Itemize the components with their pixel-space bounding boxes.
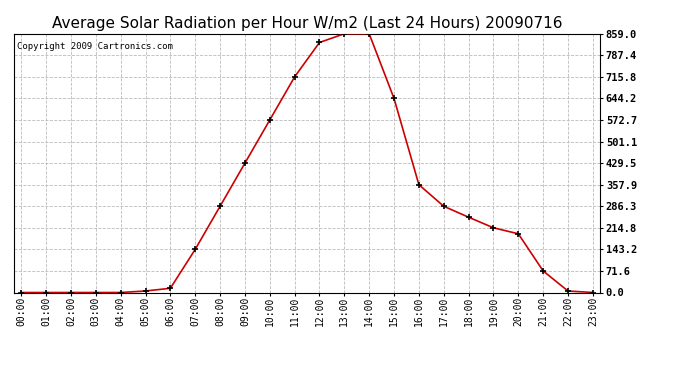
Title: Average Solar Radiation per Hour W/m2 (Last 24 Hours) 20090716: Average Solar Radiation per Hour W/m2 (L… [52, 16, 562, 31]
Text: Copyright 2009 Cartronics.com: Copyright 2009 Cartronics.com [17, 42, 172, 51]
